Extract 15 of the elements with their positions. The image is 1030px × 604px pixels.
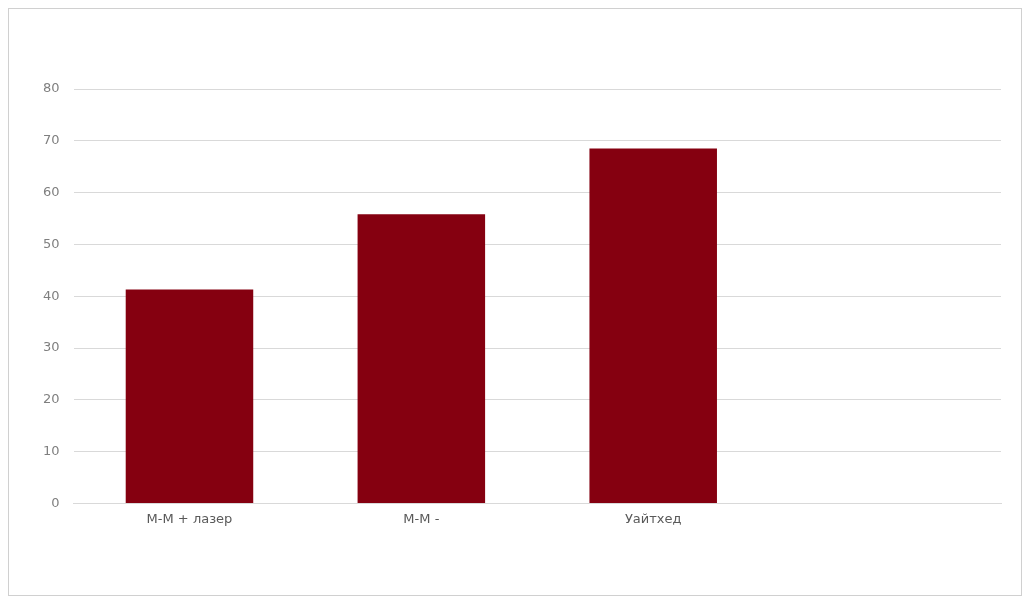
bar xyxy=(357,214,486,503)
bar xyxy=(125,289,254,503)
y-tick-label: 10 xyxy=(43,442,60,458)
y-tick-label: 20 xyxy=(43,391,60,407)
y-tick-label: 0 xyxy=(51,494,60,510)
x-tick-label: М-М - xyxy=(403,510,440,526)
x-tick-label: М-М + лазер xyxy=(146,510,233,526)
bar xyxy=(589,148,717,503)
y-tick-label: 70 xyxy=(43,132,60,148)
y-tick-label: 30 xyxy=(43,339,60,355)
y-tick-label: 50 xyxy=(43,235,60,251)
y-tick-label: 80 xyxy=(43,80,60,96)
y-tick-label: 40 xyxy=(43,287,60,303)
y-tick-label: 60 xyxy=(43,183,60,199)
x-tick-label: Уайтхед xyxy=(624,510,682,526)
